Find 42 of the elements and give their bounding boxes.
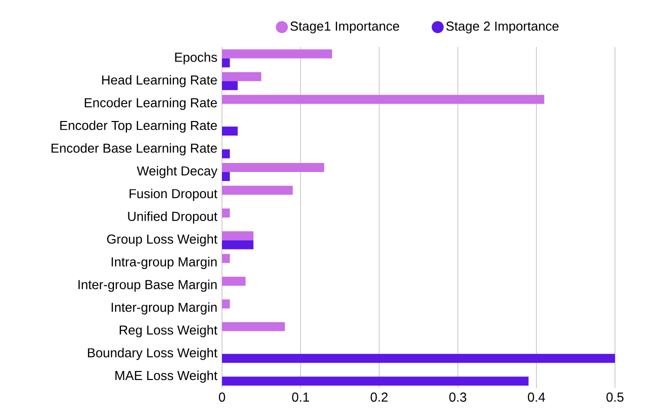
bar (222, 81, 238, 90)
bar (222, 126, 238, 136)
y-tick-label: Inter-group Margin (112, 302, 217, 314)
y-tick-label: Inter-group Base Margin (78, 280, 217, 292)
legend-label: Stage 2 Importance (446, 22, 559, 34)
y-tick-label: Intra-group Margin (112, 256, 217, 270)
y-tick-label: Epochs (175, 52, 217, 64)
y-tick-label: Encoder Base Learning Rate (52, 143, 217, 156)
y-tick-label: Encoder Top Learning Rate (60, 120, 217, 133)
y-tick-label: Reg Loss Weight (120, 325, 218, 338)
bar (222, 254, 230, 263)
bar (222, 354, 615, 363)
y-tick-label: Boundary Loss Weight (88, 348, 218, 360)
x-tick-label: 0.2 (370, 392, 388, 402)
bar (222, 172, 230, 182)
x-tick-label: 0 (218, 392, 226, 402)
bar (222, 208, 230, 218)
y-tick-label: Weight Decay (136, 166, 218, 178)
bar (222, 149, 230, 158)
bar (222, 58, 230, 68)
legend-label: Stage1 Importance (290, 22, 400, 34)
bar (222, 49, 332, 58)
y-tick-label: Head Learning Rate (102, 75, 217, 88)
y-tick-label: Fusion Dropout (130, 188, 218, 201)
bar (222, 94, 544, 104)
bar (222, 163, 324, 172)
bar (222, 299, 230, 308)
x-tick-label: 0.4 (528, 392, 546, 402)
bar (222, 231, 254, 240)
x-tick-label: 0.1 (292, 392, 309, 402)
x-tick-label: 0.3 (449, 392, 466, 402)
y-tick-label: MAE Loss Weight (115, 370, 218, 383)
bar (222, 322, 285, 332)
bar (222, 240, 254, 250)
bar (222, 376, 529, 386)
y-tick-label: Group Loss Weight (107, 234, 218, 246)
bar (222, 72, 262, 82)
bar (222, 186, 293, 195)
x-tick-label: 0.5 (606, 392, 624, 402)
bar (222, 276, 246, 286)
y-tick-label: Unified Dropout (128, 211, 218, 224)
y-tick-label: Encoder Learning Rate (84, 98, 217, 110)
